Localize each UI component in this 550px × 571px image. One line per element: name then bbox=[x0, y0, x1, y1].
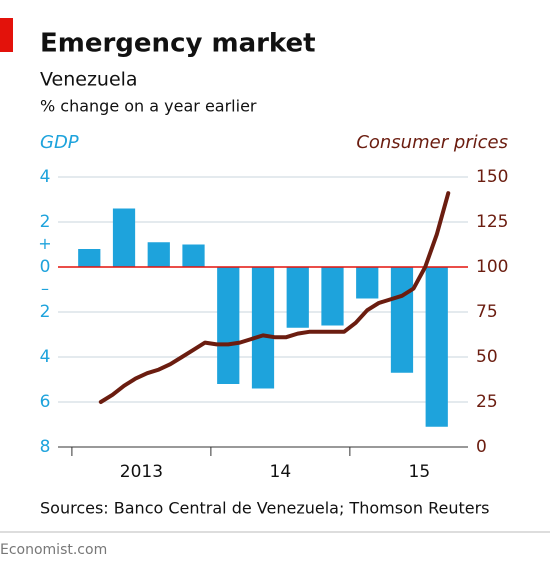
y2-tick-label: 0 bbox=[476, 437, 487, 457]
x-tick-label: 2013 bbox=[120, 462, 163, 482]
y-tick-label: 0 bbox=[40, 257, 51, 277]
y-tick-label: 6 bbox=[40, 392, 51, 412]
y-sign-label: + bbox=[38, 234, 51, 253]
bar bbox=[390, 267, 414, 373]
right-axis-title: Consumer prices bbox=[356, 132, 508, 153]
bar bbox=[78, 249, 101, 267]
brand-mark bbox=[0, 18, 13, 52]
chart-subtitle: Venezuela bbox=[40, 69, 138, 91]
x-tick-label: 15 bbox=[409, 462, 431, 482]
y-tick-label: 8 bbox=[40, 437, 51, 457]
left-axis-title: GDP bbox=[40, 132, 79, 153]
y-tick-label: 2 bbox=[40, 302, 51, 322]
bar bbox=[425, 267, 448, 427]
y2-tick-label: 150 bbox=[476, 167, 508, 187]
bar bbox=[286, 267, 309, 328]
y2-tick-label: 100 bbox=[476, 257, 508, 277]
bar bbox=[112, 208, 136, 267]
footer: Economist.com bbox=[0, 542, 107, 558]
line bbox=[98, 191, 451, 404]
bar bbox=[182, 244, 205, 267]
source-note: Sources: Banco Central de Venezuela; Tho… bbox=[40, 499, 489, 518]
chart-title: Emergency market bbox=[40, 29, 316, 59]
unit-note: % change on a year earlier bbox=[40, 97, 257, 116]
y2-tick-label: 125 bbox=[476, 212, 508, 232]
bar bbox=[217, 267, 240, 384]
y2-tick-label: 25 bbox=[476, 392, 498, 412]
x-tick-label: 14 bbox=[270, 462, 292, 482]
y2-tick-label: 75 bbox=[476, 302, 498, 322]
bar bbox=[251, 267, 275, 389]
y2-tick-label: 50 bbox=[476, 347, 498, 367]
y-tick-label: 2 bbox=[40, 212, 51, 232]
y-tick-label: 4 bbox=[40, 167, 51, 187]
bar bbox=[147, 242, 170, 267]
bar bbox=[356, 267, 379, 299]
y-sign-label: – bbox=[41, 279, 49, 298]
bar bbox=[321, 267, 344, 326]
y-tick-label: 4 bbox=[40, 347, 51, 367]
